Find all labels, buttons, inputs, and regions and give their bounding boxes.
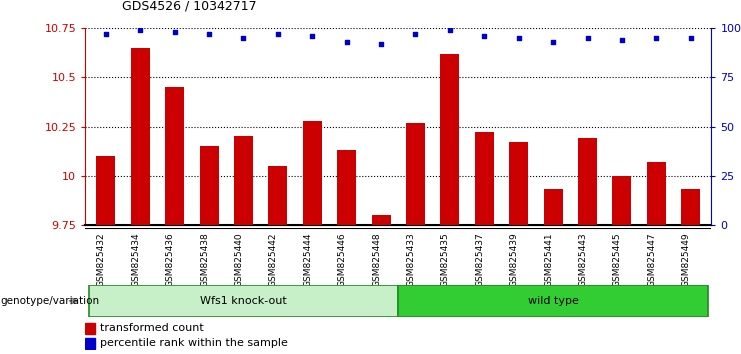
Bar	[165, 87, 184, 225]
Point	[306, 33, 318, 39]
Point	[582, 35, 594, 41]
Point	[100, 32, 112, 37]
Bar	[578, 138, 597, 225]
Bar	[406, 122, 425, 225]
Bar	[544, 189, 562, 225]
Text: GSM825432: GSM825432	[97, 233, 106, 287]
Bar	[440, 54, 459, 225]
Text: GSM825434: GSM825434	[131, 233, 140, 287]
Bar	[399, 285, 708, 317]
Point	[134, 28, 146, 33]
Text: GSM825442: GSM825442	[269, 233, 278, 287]
Text: GSM825448: GSM825448	[372, 233, 381, 287]
Point	[651, 35, 662, 41]
Bar	[372, 215, 391, 225]
Point	[479, 33, 491, 39]
Text: GSM825436: GSM825436	[166, 233, 175, 287]
Bar	[681, 189, 700, 225]
Point	[169, 29, 181, 35]
Point	[547, 39, 559, 45]
Text: GDS4526 / 10342717: GDS4526 / 10342717	[122, 0, 257, 12]
Bar	[268, 166, 288, 225]
Bar	[647, 162, 665, 225]
Point	[685, 35, 697, 41]
Bar	[509, 142, 528, 225]
Point	[341, 39, 353, 45]
Text: GSM825441: GSM825441	[544, 233, 553, 287]
Bar	[303, 121, 322, 225]
Text: GSM825435: GSM825435	[441, 233, 450, 287]
Point	[238, 35, 250, 41]
Point	[410, 32, 422, 37]
Text: GSM825446: GSM825446	[338, 233, 347, 287]
Text: GSM825445: GSM825445	[613, 233, 622, 287]
Bar	[96, 156, 116, 225]
Point	[272, 32, 284, 37]
Text: GSM825447: GSM825447	[648, 233, 657, 287]
Bar	[337, 150, 356, 225]
Text: GSM825437: GSM825437	[475, 233, 485, 287]
Bar	[85, 338, 96, 349]
Text: GSM825433: GSM825433	[407, 233, 416, 287]
Bar	[85, 323, 96, 334]
Text: percentile rank within the sample: percentile rank within the sample	[100, 338, 288, 348]
Point	[444, 28, 456, 33]
Point	[513, 35, 525, 41]
Bar	[131, 48, 150, 225]
Text: GSM825438: GSM825438	[200, 233, 209, 287]
Point	[375, 41, 387, 47]
Bar	[613, 176, 631, 225]
Point	[616, 37, 628, 43]
Text: GSM825443: GSM825443	[579, 233, 588, 287]
Bar	[89, 285, 399, 317]
Text: Wfs1 knock-out: Wfs1 knock-out	[200, 296, 287, 306]
Bar	[234, 136, 253, 225]
Bar	[475, 132, 494, 225]
Text: GSM825449: GSM825449	[682, 233, 691, 287]
Text: genotype/variation: genotype/variation	[1, 296, 100, 306]
Text: GSM825444: GSM825444	[303, 233, 312, 287]
Point	[203, 32, 215, 37]
Bar	[199, 146, 219, 225]
Text: transformed count: transformed count	[100, 323, 204, 333]
Text: wild type: wild type	[528, 296, 579, 306]
Text: GSM825440: GSM825440	[234, 233, 244, 287]
Text: GSM825439: GSM825439	[510, 233, 519, 287]
